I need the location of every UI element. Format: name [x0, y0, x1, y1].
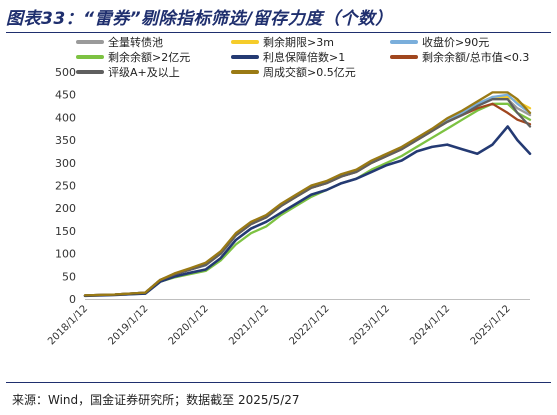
- legend-label: 收盘价>90元: [422, 35, 489, 49]
- y-tick-label: 50: [62, 270, 76, 283]
- line-chart: 0 50 100 150 200 250 300 350 400 450 500 2018/1/12 2…: [46, 35, 532, 347]
- series-line: [83, 102, 532, 297]
- x-tick-label: 2025/1/12: [469, 303, 513, 347]
- source-note: 来源：Wind，国金证券研究所；数据截至 2025/5/27: [12, 393, 300, 407]
- source-divider: [6, 382, 551, 383]
- title-divider: [6, 32, 551, 33]
- legend-label: 周成交额>0.5亿元: [263, 65, 356, 79]
- x-tick-label: 2020/1/12: [167, 303, 211, 347]
- x-tick-label: 2018/1/12: [46, 303, 90, 347]
- figure-title: 图表33：“雷券”剔除指标筛选/留存力度（个数）: [6, 9, 393, 29]
- series-line: [83, 93, 532, 297]
- y-tick-label: 400: [55, 111, 76, 124]
- x-tick-label: 2024/1/12: [408, 303, 452, 347]
- y-tick-label: 200: [55, 202, 76, 215]
- y-tick-label: 350: [55, 134, 76, 147]
- y-tick-label: 100: [55, 248, 76, 261]
- x-tick-label: 2019/1/12: [106, 303, 150, 347]
- y-tick-label: 500: [55, 66, 76, 79]
- y-tick-label: 250: [55, 180, 76, 193]
- legend-label: 剩余余额/总市值<0.3: [422, 50, 529, 64]
- series-line: [83, 91, 532, 297]
- x-tick-label: 2023/1/12: [348, 303, 392, 347]
- y-tick-label: 450: [55, 89, 76, 102]
- legend-label: 全量转债池: [108, 35, 163, 49]
- y-tick-label: 300: [55, 157, 76, 170]
- y-tick-label: 150: [55, 225, 76, 238]
- series-line: [83, 98, 532, 297]
- legend-label: 剩余期限>3m: [263, 35, 334, 49]
- legend-label: 评级A+及以上: [108, 66, 180, 79]
- chart-series-lines: [83, 91, 532, 298]
- chart-axes: 0 50 100 150 200 250 300 350 400 450 500 2018/1/12 2…: [46, 66, 530, 347]
- series-line: [83, 125, 532, 298]
- legend-label: 剩余余额>2亿元: [108, 50, 190, 64]
- legend-label: 利息保障倍数>1: [263, 50, 345, 64]
- x-tick-label: 2022/1/12: [288, 303, 332, 347]
- x-tick-label: 2021/1/12: [227, 303, 271, 347]
- y-tick-label: 0: [69, 293, 76, 306]
